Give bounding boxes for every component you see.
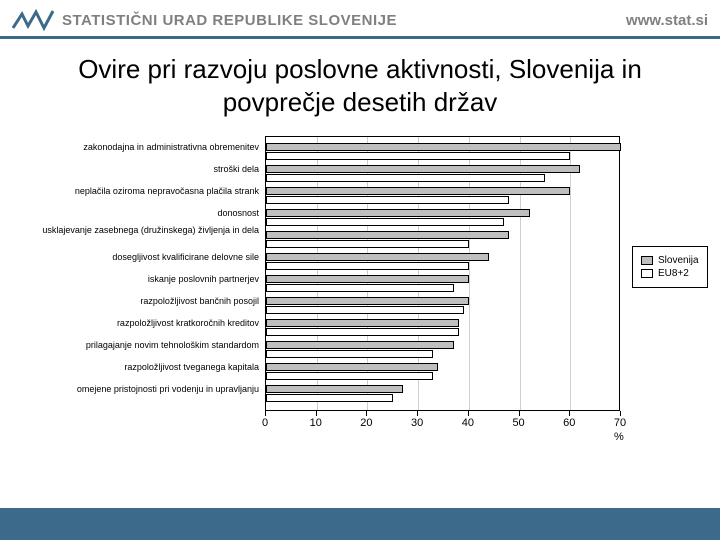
bar-eu8-2 (266, 306, 464, 314)
bar-eu8-2 (266, 350, 433, 358)
header: STATISTIČNI URAD REPUBLIKE SLOVENIJE www… (0, 0, 720, 36)
legend-swatch (641, 269, 653, 278)
category-label: neplačila oziroma nepravočasna plačila s… (20, 187, 259, 196)
bar-eu8-2 (266, 152, 570, 160)
header-url: www.stat.si (626, 12, 708, 29)
bar-slovenija (266, 341, 454, 349)
x-tick-label: 60 (563, 417, 575, 429)
category-label: prilagajanje novim tehnološkim standardo… (20, 341, 259, 350)
bar-slovenija (266, 297, 469, 305)
bar-eu8-2 (266, 284, 454, 292)
legend-label: Slovenija (658, 255, 699, 266)
category-label: iskanje poslovnih partnerjev (20, 275, 259, 284)
x-tick (366, 411, 367, 416)
category-label: razpoložljivost bančnih posojil (20, 297, 259, 306)
legend-item: EU8+2 (641, 268, 699, 279)
footer-bar (0, 508, 720, 540)
x-tick-label: 50 (512, 417, 524, 429)
x-tick-label: 20 (360, 417, 372, 429)
bar-eu8-2 (266, 328, 459, 336)
logo-icon (12, 8, 54, 32)
bar-slovenija (266, 231, 509, 239)
legend-item: Slovenija (641, 255, 699, 266)
category-label: razpoložljivost tveganega kapitala (20, 363, 259, 372)
category-label: donosnost (20, 209, 259, 218)
header-left: STATISTIČNI URAD REPUBLIKE SLOVENIJE (12, 8, 397, 32)
legend-label: EU8+2 (658, 268, 689, 279)
bar-slovenija (266, 363, 438, 371)
category-label: omejene pristojnosti pri vodenju in upra… (20, 385, 259, 394)
x-tick (519, 411, 520, 416)
legend: Slovenija EU8+2 (632, 246, 708, 288)
category-label: usklajevanje zasebnega (družinskega) živ… (20, 226, 259, 235)
x-tick-label: 30 (411, 417, 423, 429)
category-label: zakonodajna in administrativna obremenit… (20, 143, 259, 152)
x-tick (265, 411, 266, 416)
header-divider (0, 36, 720, 39)
bar-slovenija (266, 187, 570, 195)
x-tick (316, 411, 317, 416)
bar-eu8-2 (266, 174, 545, 182)
bar-eu8-2 (266, 240, 469, 248)
x-tick-label: 40 (462, 417, 474, 429)
category-label: dosegljivost kvalificirane delovne sile (20, 253, 259, 262)
grid-line (570, 137, 571, 410)
x-axis-label: % (614, 431, 624, 443)
bar-slovenija (266, 385, 403, 393)
org-name: STATISTIČNI URAD REPUBLIKE SLOVENIJE (62, 12, 397, 29)
bar-eu8-2 (266, 372, 433, 380)
bar-eu8-2 (266, 196, 509, 204)
bar-slovenija (266, 275, 469, 283)
bar-eu8-2 (266, 394, 393, 402)
bar-slovenija (266, 165, 580, 173)
category-label: razpoložljivost kratkoročnih kreditov (20, 319, 259, 328)
x-tick-label: 70 (614, 417, 626, 429)
bar-eu8-2 (266, 262, 469, 270)
x-tick (569, 411, 570, 416)
bar-slovenija (266, 209, 530, 217)
x-tick-label: 10 (310, 417, 322, 429)
x-tick (417, 411, 418, 416)
legend-swatch (641, 256, 653, 265)
x-tick (620, 411, 621, 416)
x-tick-label: 0 (262, 417, 268, 429)
plot-area (265, 136, 620, 411)
bar-slovenija (266, 143, 621, 151)
bar-slovenija (266, 253, 489, 261)
bar-slovenija (266, 319, 459, 327)
x-tick (468, 411, 469, 416)
page-title: Ovire pri razvoju poslovne aktivnosti, S… (0, 53, 720, 136)
chart: 0 10 20 30 40 50 60 70% zakonodajna in administr… (20, 136, 700, 456)
category-label: stroški dela (20, 165, 259, 174)
bar-eu8-2 (266, 218, 504, 226)
